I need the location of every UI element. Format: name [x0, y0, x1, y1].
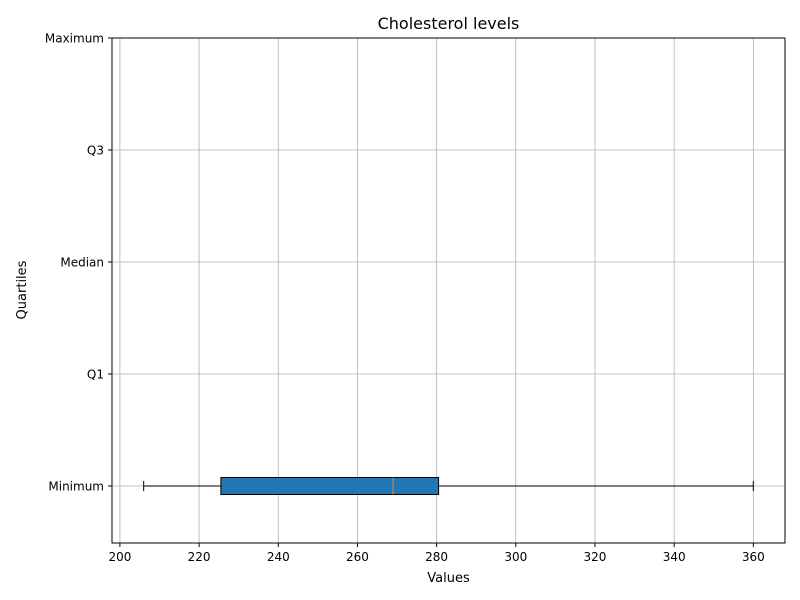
x-tick-label: 240	[267, 550, 290, 564]
x-tick-label: 220	[188, 550, 211, 564]
x-tick-label: 260	[346, 550, 369, 564]
chart-title: Cholesterol levels	[378, 14, 520, 33]
y-axis-ticks: Minimum Q1 Median Q3 Maximum	[45, 32, 112, 494]
y-tick-label: Minimum	[48, 480, 104, 494]
interquartile-box	[220, 477, 440, 495]
y-tick-label: Q1	[87, 368, 104, 382]
x-tick-label: 200	[108, 550, 131, 564]
x-tick-label: 280	[425, 550, 448, 564]
x-tick-label: 320	[584, 550, 607, 564]
y-tick-label: Median	[60, 256, 104, 270]
x-tick-label: 360	[742, 550, 765, 564]
plot-frame	[111, 37, 786, 544]
grid-lines	[112, 37, 785, 543]
x-tick-label: 300	[504, 550, 527, 564]
y-tick-label: Maximum	[45, 32, 104, 46]
y-axis-label: Quartiles	[15, 260, 30, 319]
x-axis-label: Values	[427, 571, 470, 586]
x-tick-label: 340	[663, 550, 686, 564]
x-axis-ticks: 200 220 240 260 280 300 320 340 360	[108, 543, 765, 564]
y-tick-label: Q3	[87, 144, 104, 158]
box-plot	[143, 477, 754, 495]
